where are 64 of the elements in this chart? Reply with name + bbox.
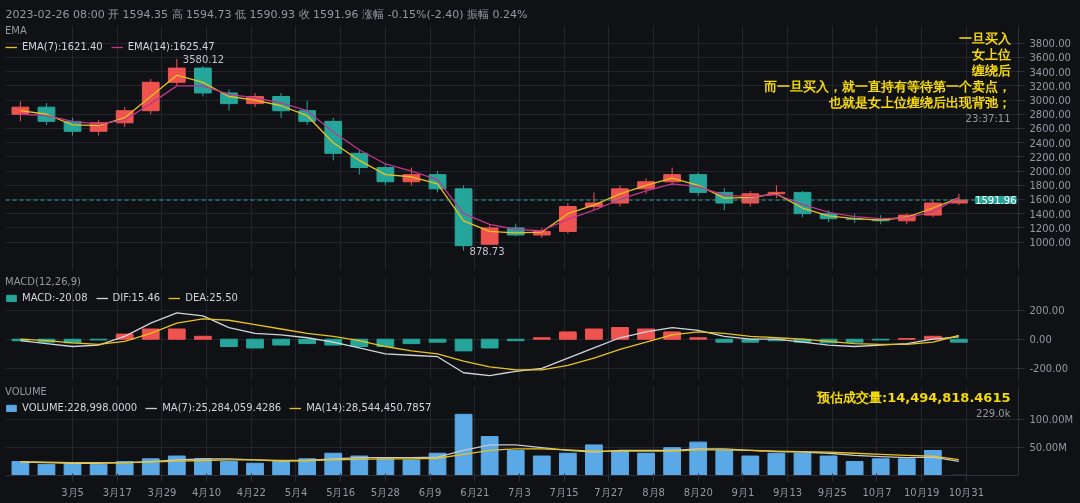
x-tick-label: 7月27 [594, 486, 624, 498]
legend-label: DEA:25.50 [185, 292, 238, 303]
annotation: 女上位 [970, 47, 1011, 62]
x-tick-label: 7月3 [508, 486, 531, 498]
legend-label: MA(7):25,284,059.4286 [162, 402, 282, 413]
x-tick-label: 8月20 [683, 486, 713, 498]
x-tick-label: 8月8 [642, 486, 665, 498]
y-tick-label: 3600.00 [1029, 52, 1071, 64]
x-tick-label: 4月22 [236, 486, 266, 498]
y-tick-label: 2400.00 [1029, 137, 1071, 149]
x-tick-label: 9月13 [773, 486, 803, 498]
y-tick-label: 3800.00 [1029, 38, 1071, 50]
x-tick-label: 10月7 [862, 486, 892, 498]
annotation: 23:37:11 [965, 113, 1011, 124]
legend-title: EMA [5, 25, 28, 36]
y-tick-label: 3000.00 [1029, 95, 1071, 107]
x-tick-label: 6月21 [460, 486, 490, 498]
y-tick-label: 1800.00 [1029, 180, 1071, 192]
y-tick-label: 2800.00 [1029, 109, 1071, 121]
legend-label: EMA(14):1625.47 [127, 41, 215, 52]
x-tick-label: 9月1 [731, 486, 755, 498]
y-tick-label: 3200.00 [1029, 80, 1071, 92]
y-tick-label: 2200.00 [1029, 151, 1071, 163]
y-tick-label: 1200.00 [1029, 222, 1071, 234]
legend-label: MA(14):28,544,450.7857 [306, 402, 432, 413]
legend-label: VOLUME:228,998.0000 [22, 402, 138, 413]
legend-label: MACD:-20.08 [22, 292, 88, 303]
annotation: 3580.12 [182, 53, 225, 65]
x-tick-label: 3月17 [102, 486, 132, 498]
annotation: 缠绕后 [970, 63, 1011, 78]
x-tick-label: 5月4 [284, 486, 308, 498]
x-tick-label: 7月15 [549, 486, 579, 498]
x-tick-label: 3月5 [61, 486, 84, 498]
x-tick-label: 4月10 [192, 486, 222, 498]
annotation: 而一旦买入，就一直持有等待第一个卖点， [762, 79, 1011, 94]
x-tick-label: 6月9 [418, 486, 442, 498]
x-tick-label: 10月19 [903, 486, 940, 498]
y-tick-label: 3400.00 [1029, 66, 1071, 78]
annotation: 229.0k [976, 408, 1011, 419]
y-tick-label: -200.00 [1029, 363, 1069, 375]
legend-title: VOLUME [5, 386, 48, 397]
x-tick-label: 5月16 [326, 486, 356, 498]
y-tick-label: 2000.00 [1029, 166, 1071, 178]
y-tick-label: 0.00 [1029, 334, 1052, 346]
ref-line-label: 1591.96 [975, 195, 1017, 207]
y-tick-label: 2600.00 [1029, 123, 1071, 135]
x-tick-label: 3月29 [147, 486, 177, 498]
legend-label: DIF:15.46 [112, 292, 161, 303]
y-tick-label: 1600.00 [1029, 194, 1071, 206]
y-tick-label: 100.00M [1029, 414, 1074, 426]
annotation: 一旦买入 [958, 31, 1012, 46]
y-tick-label: 50.00M [1029, 442, 1067, 454]
chart-title: 2023-02-26 08:00 开 1594.35 高 1594.73 低 1590.93 收 1591.96 涨幅 -0.15%(-2.40) 振幅 0.24% [5, 7, 528, 21]
y-tick-label: 1400.00 [1029, 208, 1071, 220]
y-tick-label: 1000.00 [1029, 237, 1071, 249]
x-tick-label: 10月31 [948, 486, 985, 498]
annotation: 878.73 [469, 245, 505, 257]
x-tick-label: 9月25 [817, 486, 847, 498]
legend-title: MACD(12,26,9) [5, 276, 82, 287]
x-tick-label: 5月28 [370, 486, 400, 498]
annotation: 预估成交量:14,494,818.4615 [815, 390, 1011, 405]
legend-label: EMA(7):1621.40 [22, 41, 103, 52]
y-tick-label: 200.00 [1029, 305, 1065, 317]
annotation: 也就是女上位缠绕后出现背弛； [827, 95, 1011, 110]
